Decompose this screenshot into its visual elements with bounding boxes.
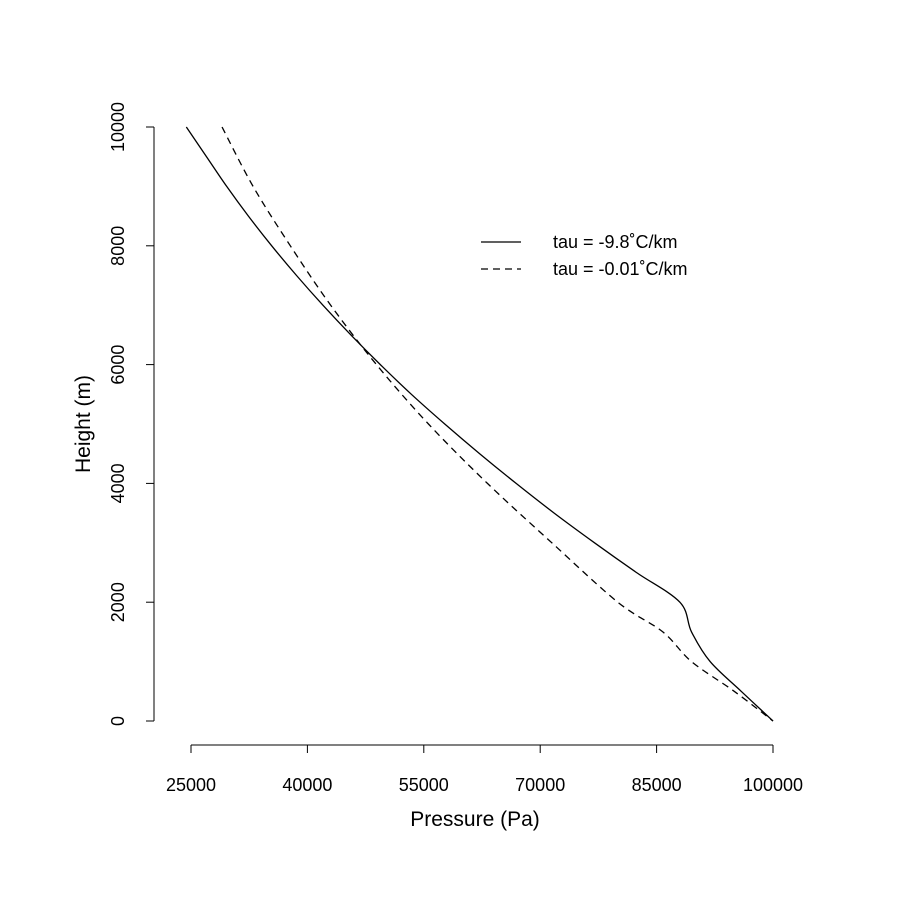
x-tick-label: 55000 (399, 775, 449, 795)
legend-label-2: tau = -0.01˚C/km (553, 259, 688, 279)
axes (153, 127, 773, 746)
y-tick-label: 8000 (108, 226, 128, 266)
y-tick-label: 10000 (108, 102, 128, 152)
y-tick-label: 4000 (108, 463, 128, 503)
y-tick-label: 6000 (108, 345, 128, 385)
x-tick-label: 25000 (166, 775, 216, 795)
y-axis-title: Height (m) (72, 375, 95, 473)
series-line-1 (185, 126, 774, 722)
x-tick-label: 40000 (282, 775, 332, 795)
x-tick-label: 70000 (515, 775, 565, 795)
series-line-2 (221, 126, 774, 722)
x-ticks: 25000 40000 55000 70000 85000 100000 (166, 745, 803, 795)
x-axis-title: Pressure (Pa) (410, 808, 540, 831)
legend-label-1: tau = -9.8˚C/km (553, 232, 678, 252)
y-tick-label: 0 (108, 716, 128, 726)
x-tick-label: 85000 (632, 775, 682, 795)
x-tick-label: 100000 (743, 775, 803, 795)
legend: tau = -9.8˚C/km tau = -0.01˚C/km (481, 232, 688, 279)
series-layer (185, 126, 774, 722)
y-tick-label: 2000 (108, 582, 128, 622)
y-ticks: 0 2000 4000 6000 8000 10000 (108, 102, 154, 726)
